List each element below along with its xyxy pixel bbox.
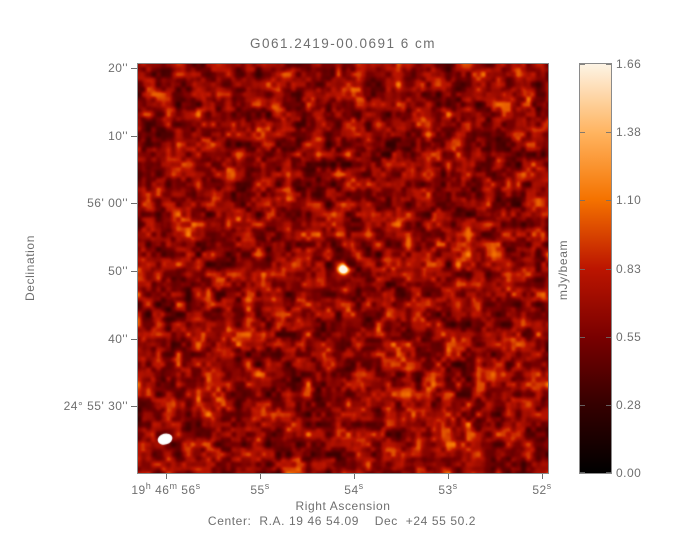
x-tick-label-part: s [195, 481, 201, 491]
colorbar-tick-mark [606, 64, 611, 65]
colorbar-tick-mark [606, 405, 611, 406]
colorbar-tick-label: 0.28 [616, 397, 642, 412]
x-tick-mark [260, 474, 262, 479]
x-tick-label: 55s [250, 478, 270, 497]
colorbar-tick-mark [606, 269, 611, 270]
y-tick-label: 50'' [108, 264, 128, 279]
x-tick-label-part: m [169, 481, 178, 491]
colorbar-tick-label: 1.10 [616, 193, 642, 208]
x-tick-label-part: 53 [438, 483, 453, 497]
colorbar-tick-mark [580, 472, 585, 473]
colorbar-tick-label: 0.00 [616, 466, 642, 480]
x-tick-label-part: 56 [177, 483, 196, 497]
colorbar-tick-mark [580, 64, 585, 65]
x-tick-label-part: s [264, 481, 270, 491]
colorbar-tick-label: 0.55 [616, 329, 642, 344]
y-tick-label: 24° 55' 30'' [63, 399, 128, 414]
y-tick-mark [131, 338, 137, 340]
x-axis-label: Right Ascension [295, 499, 391, 513]
colorbar [579, 63, 612, 474]
x-tick-label: 53s [438, 478, 458, 497]
y-tick-mark [131, 271, 137, 273]
y-tick-label: 56' 00'' [87, 196, 128, 211]
colorbar-tick-label: 1.66 [616, 57, 642, 71]
x-tick-mark [166, 474, 167, 479]
x-tick-label: 19h 46m 56s [131, 478, 201, 497]
y-tick-mark [131, 135, 137, 137]
colorbar-tick-mark [580, 269, 585, 270]
x-tick-label: 54s [344, 478, 364, 497]
x-tick-mark [542, 474, 543, 479]
colorbar-tick-mark [606, 200, 611, 201]
x-tick-label-part: 46 [151, 483, 170, 497]
center-coordinates-caption: Center: R.A. 19 46 54.09 Dec +24 55 50.2 [207, 514, 477, 528]
figure-title: G061.2419-00.0691 6 cm [249, 36, 437, 51]
colorbar-gradient [580, 64, 611, 473]
map-frame [137, 63, 549, 474]
x-tick-mark [353, 474, 355, 479]
x-tick-label-part: 52 [532, 483, 547, 497]
colorbar-label: mJy/beam [556, 239, 570, 301]
y-tick-label: 40'' [108, 331, 128, 346]
x-tick-label-part: 54 [344, 483, 359, 497]
colorbar-tick-mark [606, 472, 611, 473]
x-tick-label-part: s [358, 481, 364, 491]
colorbar-tick-mark [580, 132, 585, 133]
x-tick-label-part: 55 [250, 483, 265, 497]
colorbar-tick-mark [580, 405, 585, 406]
colorbar-tick-label: 1.38 [616, 125, 642, 140]
y-tick-label: 10'' [108, 128, 128, 143]
y-tick-mark [131, 203, 137, 205]
y-tick-mark [131, 406, 137, 408]
x-tick-label-part: s [452, 481, 458, 491]
x-tick-label-part: s [546, 481, 552, 491]
x-tick-label: 52s [532, 478, 552, 497]
colorbar-tick-label: 0.83 [616, 261, 642, 276]
y-tick-mark [131, 68, 137, 69]
colorbar-tick-mark [606, 337, 611, 338]
colorbar-tick-mark [580, 337, 585, 338]
x-tick-label-part: 19 [131, 483, 146, 497]
radio-map-canvas [138, 64, 548, 473]
x-tick-mark [448, 474, 449, 479]
colorbar-tick-mark [606, 132, 611, 133]
x-tick-label-part: h [145, 481, 152, 491]
y-tick-label: 20'' [108, 61, 128, 75]
colorbar-tick-mark [580, 200, 585, 201]
